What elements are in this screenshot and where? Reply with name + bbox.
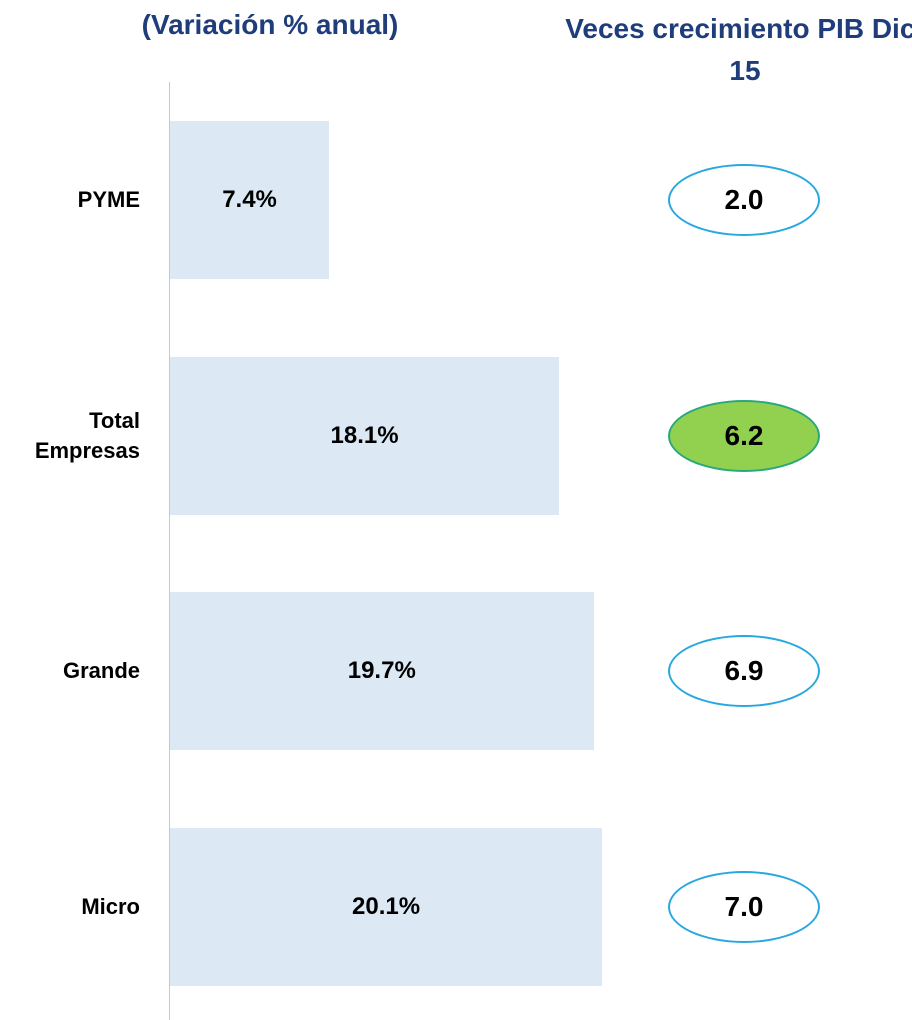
bar: 7.4%: [170, 121, 330, 279]
bar: 18.1%: [170, 356, 560, 515]
bar: 19.7%: [170, 592, 594, 750]
bar: 20.1%: [170, 827, 603, 986]
value-ellipse: 7.0: [668, 870, 820, 943]
chart-title: (Variación % anual): [141, 9, 399, 40]
category-label: Micro: [81, 893, 140, 919]
category-label: PYME: [77, 187, 140, 212]
chart-title: Veces crecimiento PIB Dic-15: [565, 13, 912, 86]
value-ellipse: 2.0: [668, 164, 820, 236]
value-ellipse: 6.9: [668, 635, 820, 707]
category-label: Grande: [62, 658, 140, 683]
value-ellipse: 6.2: [668, 399, 820, 472]
axis-line: [169, 82, 170, 1020]
category-label: Total Empresas: [34, 407, 140, 463]
